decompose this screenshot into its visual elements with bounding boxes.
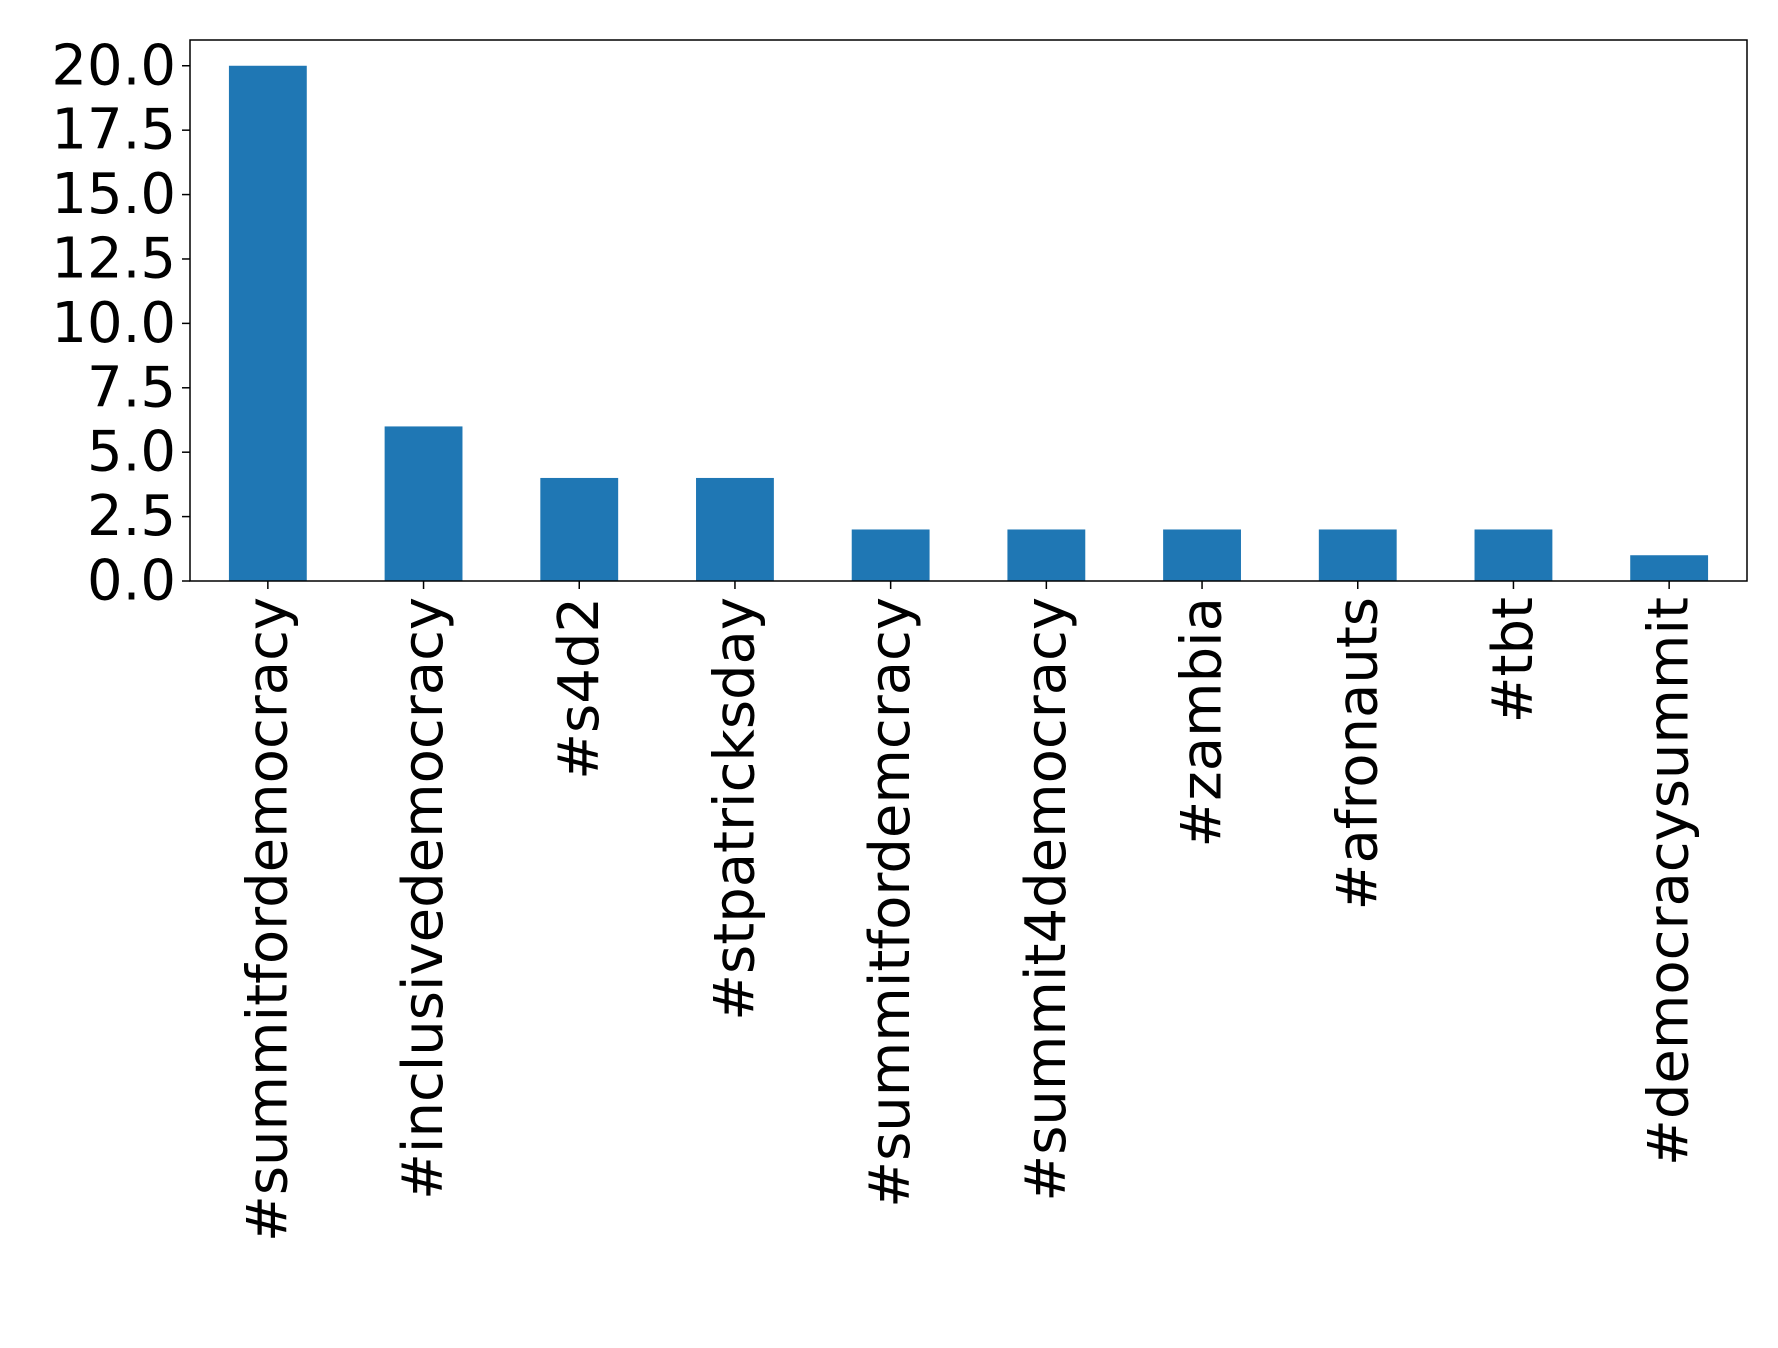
x-tick-label: #summit4democracy: [1014, 597, 1079, 1202]
y-axis: 0.02.55.07.510.012.515.017.520.0: [51, 33, 190, 614]
bar-series: [228, 65, 1709, 581]
bar: [696, 477, 774, 581]
y-tick-label: 15.0: [51, 162, 176, 227]
y-tick-label: 2.5: [87, 484, 176, 549]
x-tick-label: #tbt: [1481, 597, 1546, 723]
y-tick-label: 12.5: [51, 226, 176, 291]
x-axis: #summitfordemocracy #inclusivedemocracy #s…: [235, 581, 1702, 1242]
bar: [1007, 529, 1086, 581]
x-tick-label: #stpatricksday: [702, 597, 767, 1021]
bar: [384, 426, 463, 581]
y-tick-label: 5.0: [87, 420, 176, 485]
bar: [1630, 555, 1709, 581]
y-tick-label: 20.0: [51, 33, 176, 98]
bar: [1163, 529, 1241, 581]
x-tick-label: #summitfordemcracy: [858, 597, 923, 1208]
y-tick-label: 17.5: [51, 98, 176, 163]
x-tick-label: #democracysummit: [1637, 597, 1702, 1166]
plot-frame: [189, 39, 1748, 582]
x-tick-label: #zambia: [1170, 597, 1235, 848]
x-tick-label: #summitfordemocracy: [235, 597, 300, 1242]
bar: [540, 477, 619, 581]
bar: [1318, 529, 1397, 581]
x-tick-label: #afronauts: [1325, 597, 1390, 910]
y-tick-label: 10.0: [51, 291, 176, 356]
x-tick-label: #inclusivedemocracy: [391, 597, 456, 1200]
bar: [1474, 529, 1553, 581]
bar: [851, 529, 930, 581]
y-tick-label: 7.5: [87, 355, 176, 420]
bar: [228, 65, 307, 581]
y-tick-label: 0.0: [87, 549, 176, 614]
x-tick-label: #s4d2: [547, 597, 612, 780]
